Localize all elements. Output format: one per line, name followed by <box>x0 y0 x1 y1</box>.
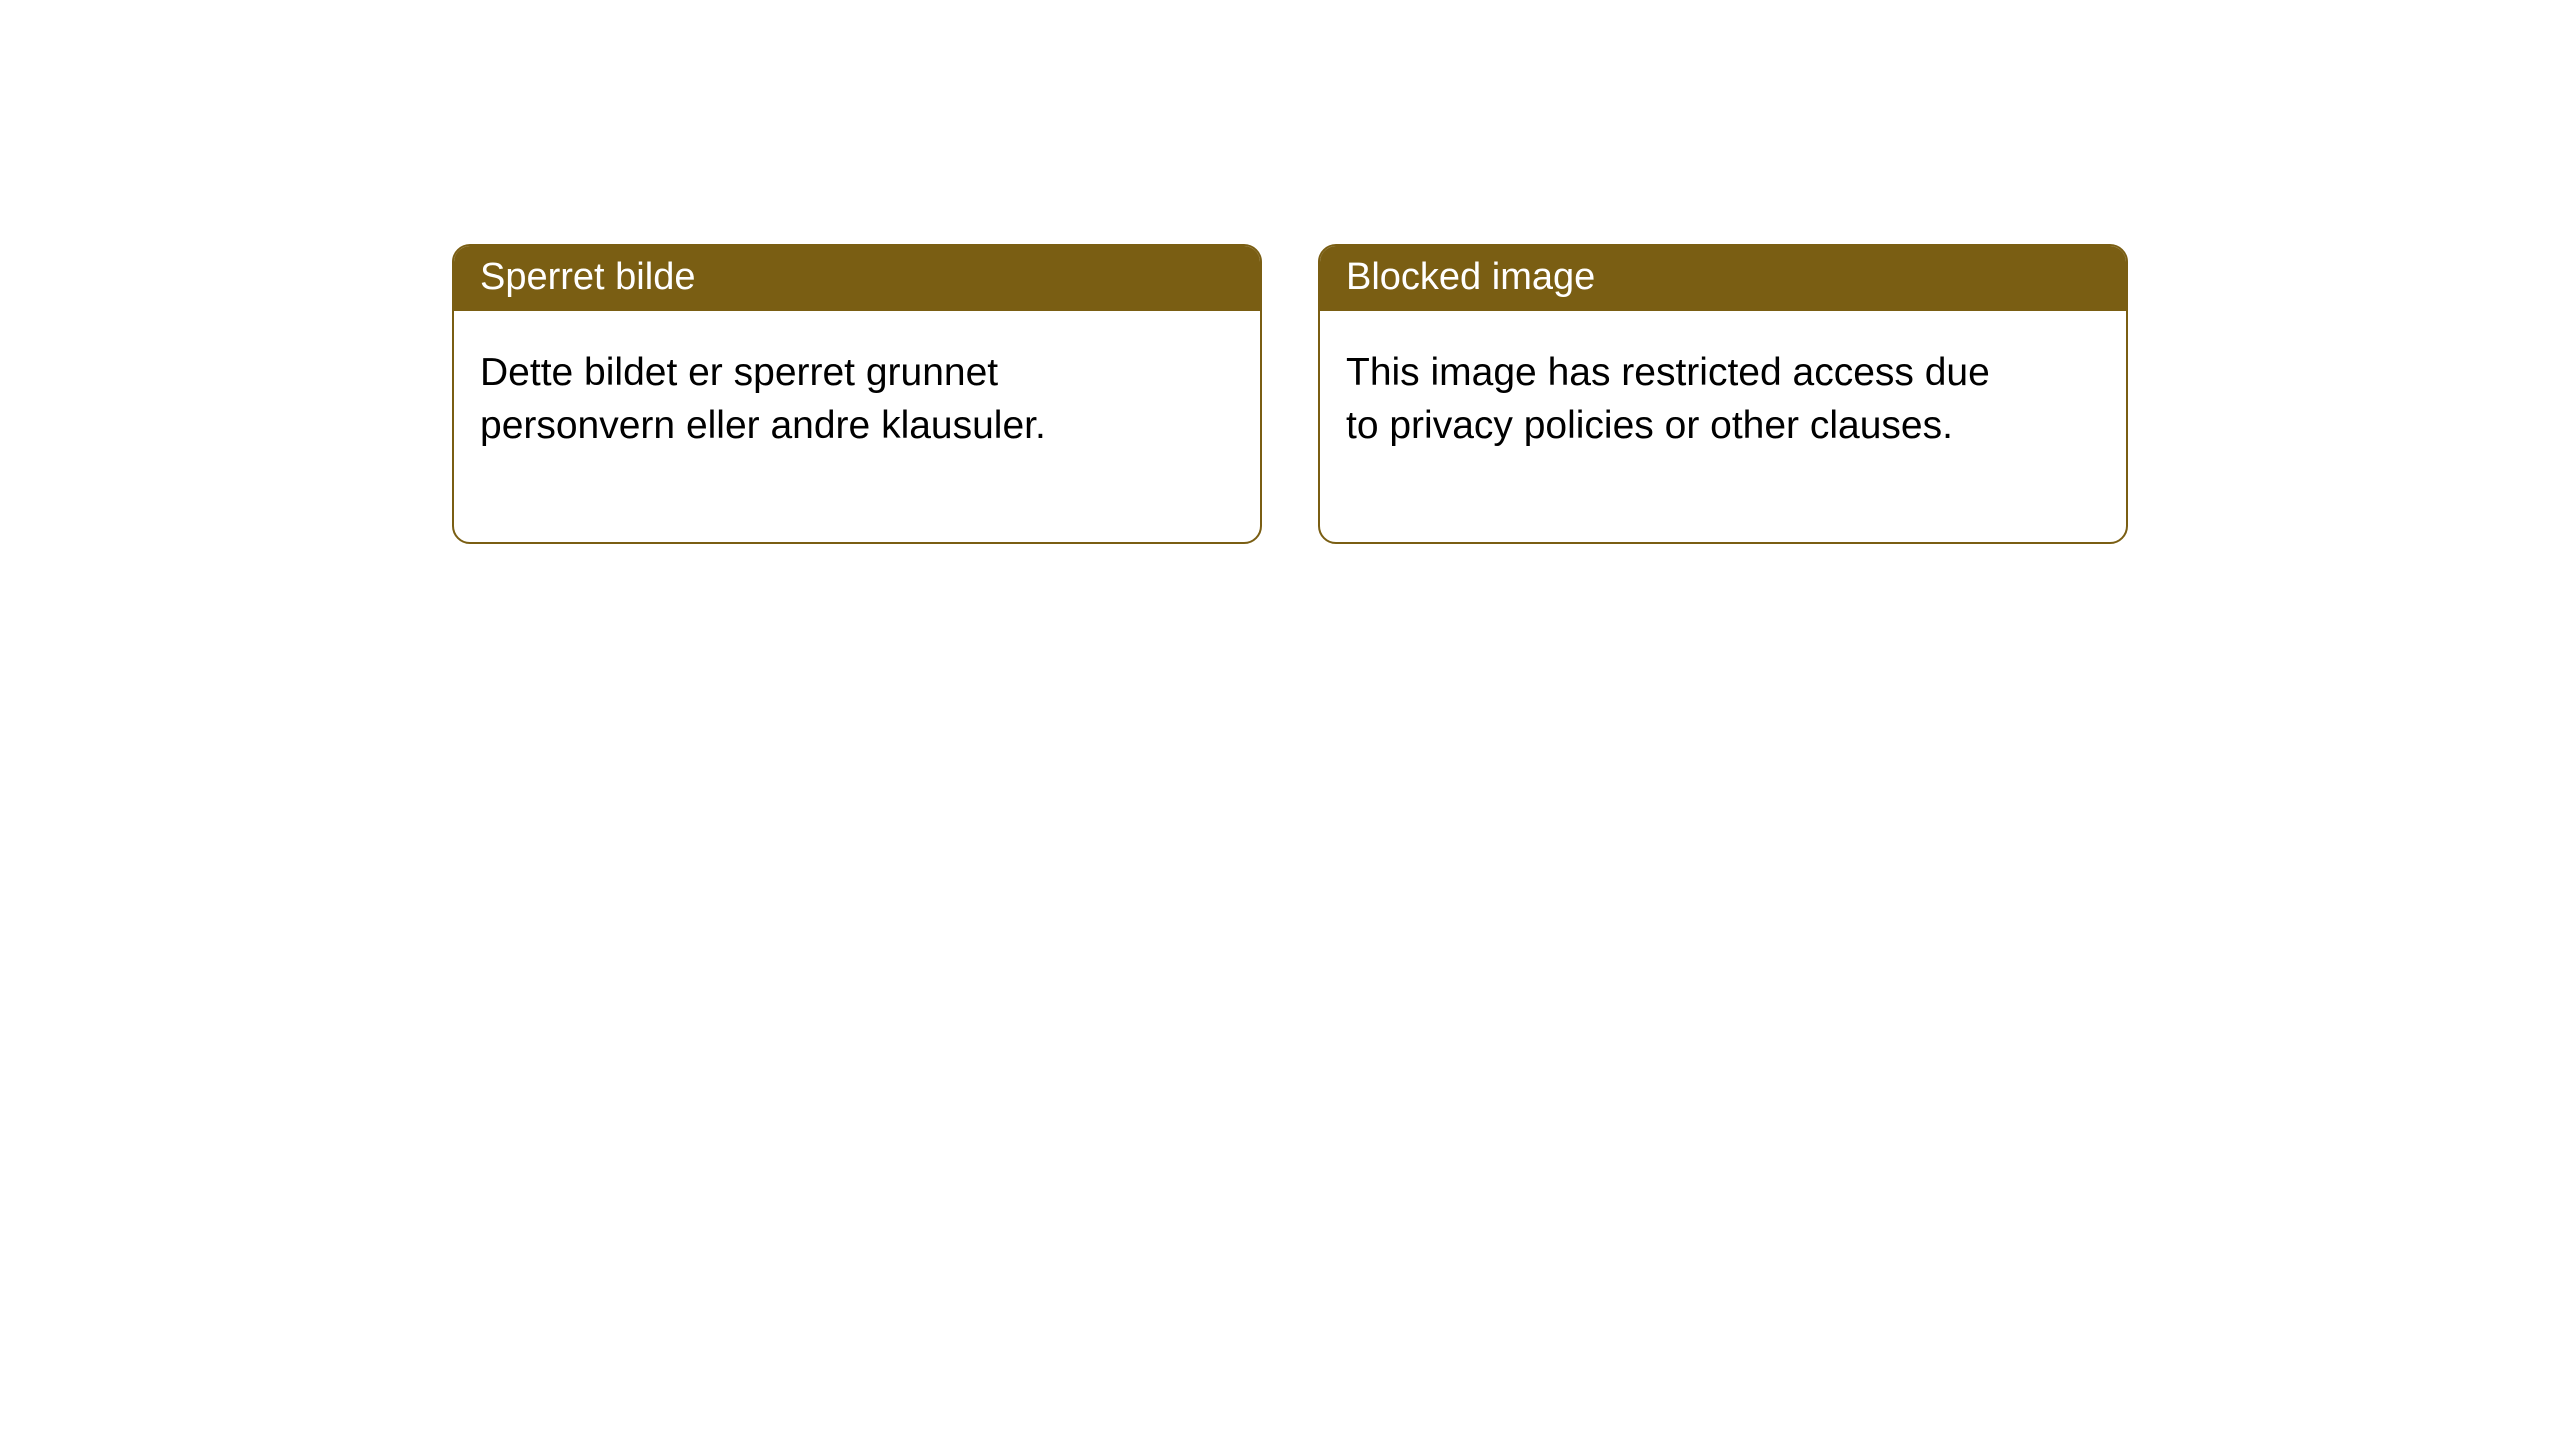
notice-container: Sperret bilde Dette bildet er sperret gr… <box>0 0 2560 544</box>
notice-card-norwegian: Sperret bilde Dette bildet er sperret gr… <box>452 244 1262 544</box>
notice-header: Blocked image <box>1320 246 2126 311</box>
notice-body: Dette bildet er sperret grunnet personve… <box>454 311 1174 542</box>
notice-card-english: Blocked image This image has restricted … <box>1318 244 2128 544</box>
notice-header: Sperret bilde <box>454 246 1260 311</box>
notice-body: This image has restricted access due to … <box>1320 311 2040 542</box>
